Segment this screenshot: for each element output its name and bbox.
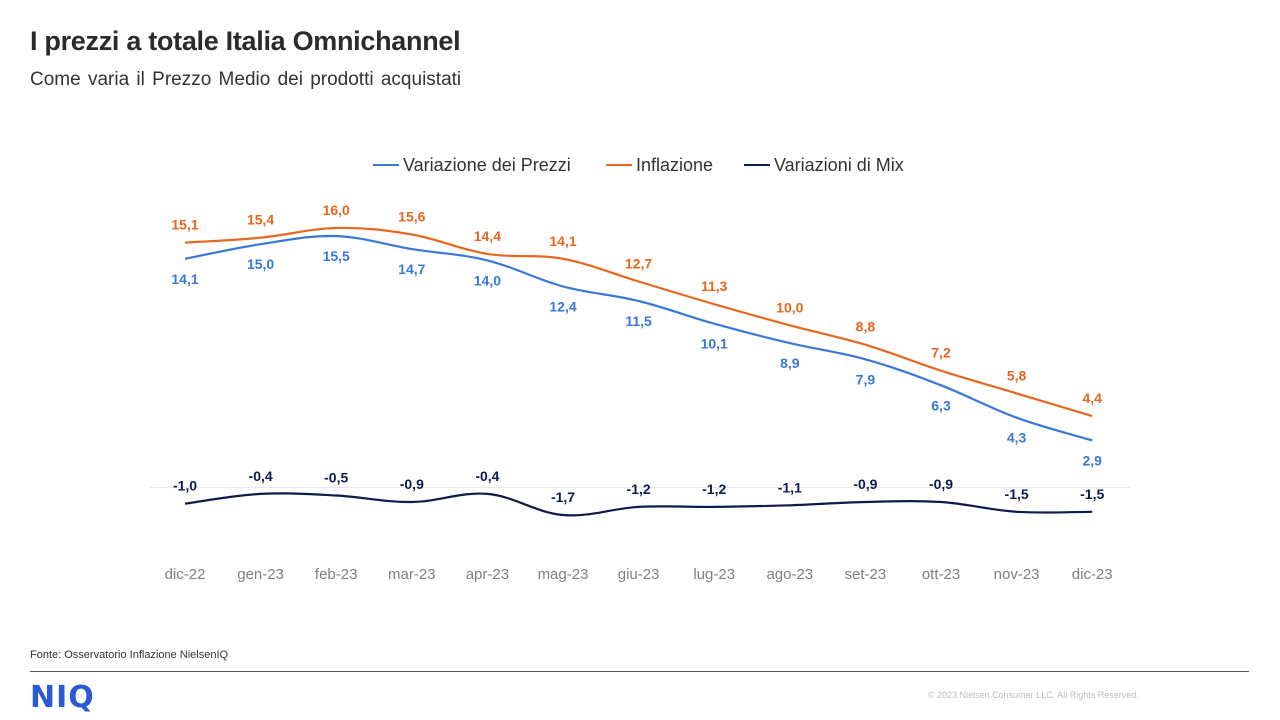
- data-label-2-6: -1,2: [627, 481, 651, 497]
- data-label-0-8: 8,9: [780, 355, 800, 371]
- x-tick-label-11: nov-23: [994, 566, 1040, 583]
- data-label-2-1: -0,4: [249, 468, 273, 484]
- legend-label-1: Inflazione: [636, 155, 713, 175]
- data-label-2-11: -1,5: [1005, 486, 1029, 502]
- legend-label-2: Variazioni di Mix: [774, 155, 904, 175]
- data-label-0-12: 2,9: [1082, 452, 1102, 468]
- data-label-2-0: -1,0: [173, 478, 197, 494]
- niq-logo: NIQ: [30, 680, 95, 715]
- data-label-0-7: 10,1: [701, 336, 728, 352]
- x-tick-label-4: apr-23: [466, 566, 509, 583]
- data-label-1-5: 14,1: [549, 233, 576, 249]
- data-label-2-4: -0,4: [475, 468, 499, 484]
- series-line-2: [184, 492, 1093, 517]
- data-label-1-3: 15,6: [398, 208, 425, 224]
- data-label-2-8: -1,1: [778, 479, 802, 495]
- data-label-1-1: 15,4: [247, 212, 274, 228]
- x-tick-label-3: mar-23: [388, 566, 436, 583]
- data-label-1-4: 14,4: [474, 228, 501, 244]
- x-tick-label-7: lug-23: [693, 566, 735, 583]
- data-label-2-12: -1,5: [1080, 486, 1104, 502]
- data-label-2-5: -1,7: [551, 489, 575, 505]
- data-label-0-4: 14,0: [474, 272, 501, 288]
- data-label-2-10: -0,9: [929, 476, 953, 492]
- series-line-1: [184, 226, 1093, 418]
- data-label-2-3: -0,9: [400, 476, 424, 492]
- x-tick-label-9: set-23: [845, 566, 887, 583]
- data-label-2-9: -0,9: [853, 476, 877, 492]
- data-label-1-10: 7,2: [931, 345, 951, 361]
- x-tick-label-5: mag-23: [538, 566, 589, 583]
- data-label-1-12: 4,4: [1082, 390, 1102, 406]
- footer-divider: [30, 671, 1249, 672]
- data-label-0-3: 14,7: [398, 261, 425, 277]
- page-subtitle: Come varia il Prezzo Medio dei prodotti …: [30, 69, 462, 90]
- data-label-0-6: 11,5: [625, 313, 652, 329]
- x-tick-label-12: dic-23: [1072, 566, 1113, 583]
- data-label-1-7: 11,3: [701, 278, 728, 294]
- legend-label-0: Variazione dei Prezzi: [403, 155, 571, 175]
- data-label-0-1: 15,0: [247, 256, 274, 272]
- page-title: I prezzi a totale Italia Omnichannel: [30, 26, 461, 56]
- data-label-0-11: 4,3: [1007, 430, 1027, 446]
- data-label-0-10: 6,3: [931, 397, 951, 413]
- data-label-2-7: -1,2: [702, 481, 726, 497]
- copyright-text: © 2023 Nielsen Consumer LLC. All Rights …: [928, 690, 1139, 700]
- data-label-2-2: -0,5: [324, 470, 348, 486]
- data-label-0-0: 14,1: [171, 271, 198, 287]
- x-tick-label-10: ott-23: [922, 566, 960, 583]
- data-label-1-11: 5,8: [1007, 367, 1027, 383]
- data-label-1-8: 10,0: [776, 299, 803, 315]
- data-label-0-2: 15,5: [323, 248, 350, 264]
- data-label-1-2: 16,0: [323, 202, 350, 218]
- data-label-0-9: 7,9: [856, 371, 876, 387]
- series-line-0: [184, 234, 1093, 442]
- x-tick-label-6: giu-23: [618, 566, 660, 583]
- x-tick-label-1: gen-23: [237, 566, 284, 583]
- data-label-1-9: 8,8: [856, 319, 876, 335]
- x-tick-label-0: dic-22: [165, 566, 206, 583]
- x-tick-label-2: feb-23: [315, 566, 358, 583]
- data-label-1-0: 15,1: [171, 217, 198, 233]
- data-label-1-6: 12,7: [625, 256, 652, 272]
- x-tick-label-8: ago-23: [766, 566, 813, 583]
- data-label-0-5: 12,4: [549, 298, 576, 314]
- source-note: Fonte: Osservatorio Inflazione NielsenIQ: [30, 649, 229, 661]
- line-chart: Variazione dei Prezzi Inflazione Variazion…: [150, 155, 1130, 583]
